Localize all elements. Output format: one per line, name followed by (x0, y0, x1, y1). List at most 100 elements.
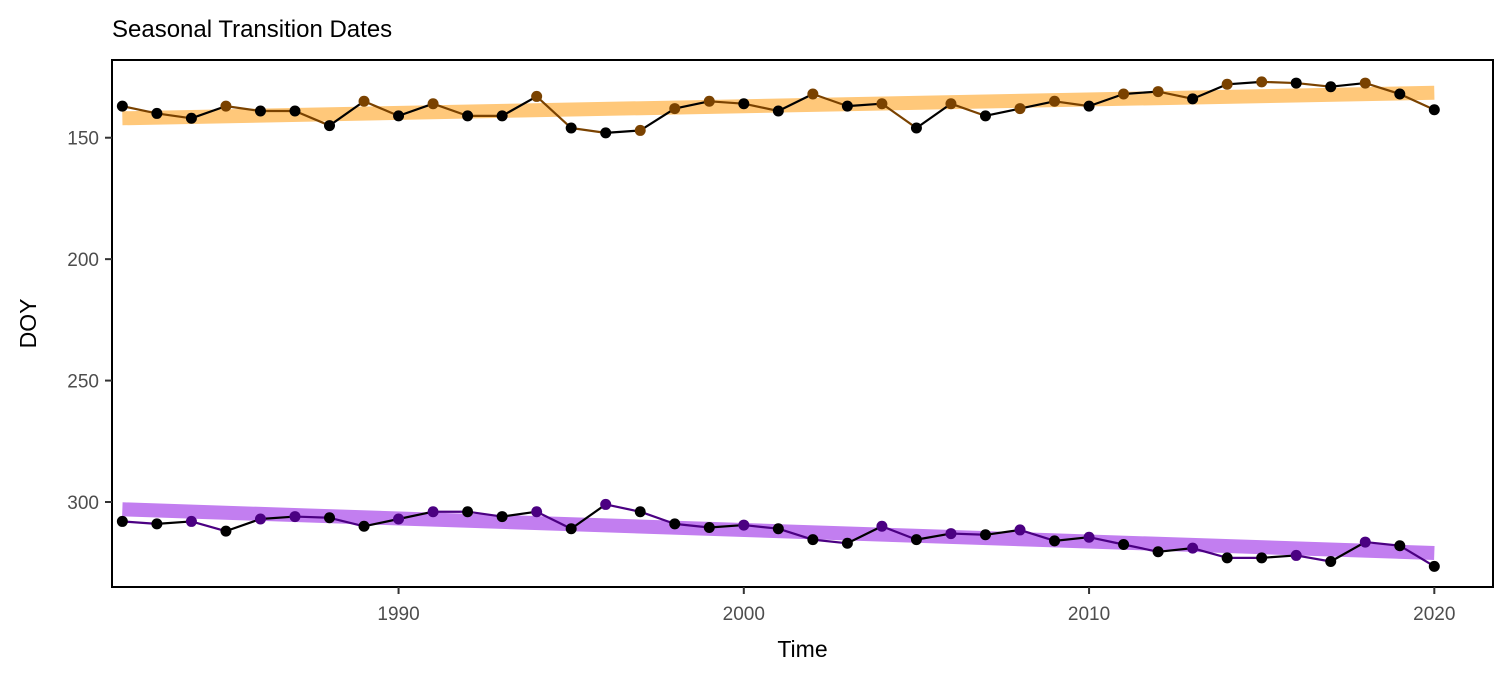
series-1-segment (1122, 90, 1160, 96)
series-1-point (1256, 76, 1268, 88)
series-2-segment (259, 515, 297, 521)
series-2-point (1014, 524, 1026, 536)
series-1-segment (1295, 81, 1332, 88)
series-2-point (703, 522, 715, 533)
series-2-point (1428, 560, 1440, 572)
series-2-point (979, 529, 991, 541)
series-1-point (358, 95, 370, 107)
series-1-point (910, 122, 922, 134)
series-2-point (841, 537, 853, 549)
series-1-point (807, 88, 819, 100)
series-1-segment (777, 92, 814, 113)
series-1-segment (431, 102, 469, 117)
series-2-point (1325, 556, 1337, 567)
series-1-point (876, 98, 888, 110)
series-1-segment (915, 102, 953, 130)
series-1-segment (1398, 92, 1436, 111)
series-1-segment (1053, 100, 1091, 108)
series-1-segment (501, 95, 538, 117)
series-1-point (254, 105, 266, 117)
series-1-point (324, 120, 336, 132)
series-2-segment (501, 510, 538, 518)
series-1-segment (328, 100, 366, 127)
series-2-segment (1364, 540, 1401, 547)
series-2-point (1221, 552, 1233, 564)
series-1-point (1049, 95, 1061, 107)
x-axis: 1990 2000 2010 2020 (377, 587, 1455, 625)
series-2-point (1394, 540, 1406, 552)
plot-panel-border (111, 59, 1494, 588)
series-2-segment (224, 517, 262, 533)
series-1-point (1394, 88, 1406, 100)
series-2-segment (639, 510, 676, 525)
series-2-point (1290, 549, 1302, 561)
series-2-segment (466, 510, 504, 518)
series-1-segment (1260, 80, 1298, 85)
series-2-point (151, 518, 163, 530)
series-1-point (1428, 104, 1440, 116)
series-1-point (945, 98, 957, 110)
series-1-segment (846, 102, 884, 108)
series-1-point (1325, 81, 1337, 93)
series-2-point (531, 506, 543, 518)
series-1-point (600, 127, 612, 139)
series-1-point (1290, 77, 1302, 89)
series-2-point (1359, 536, 1371, 548)
series-2-point (496, 511, 508, 523)
series-2-point (393, 513, 405, 525)
series-1-point (841, 100, 853, 112)
series-2-segment (777, 527, 814, 541)
series-2-segment (190, 520, 228, 533)
series-2-segment (846, 525, 884, 545)
series-1-segment (1191, 83, 1229, 100)
series-1-point (703, 95, 715, 107)
series-2-point (669, 518, 681, 530)
series-2-segment (1398, 544, 1436, 568)
series-1-segment (949, 102, 987, 117)
series-2-point (427, 506, 439, 518)
series-1-point (1083, 100, 1095, 112)
series-2-point (600, 498, 612, 510)
series-2-point (358, 520, 370, 532)
series-1-segment (224, 105, 262, 113)
series-2-segment (570, 503, 607, 530)
series-2-point (876, 520, 888, 532)
series-1-point (979, 110, 991, 122)
series-1-point (1152, 86, 1164, 98)
series-2-segment (535, 510, 573, 530)
y-axis-title: DOY (15, 299, 41, 349)
y-axis: 150 200 250 300 (67, 129, 112, 514)
series-1-point (185, 112, 197, 124)
series-2-segment (811, 538, 849, 545)
series-2-segment (673, 522, 711, 529)
series-2-point (324, 512, 336, 524)
series-2-segment (328, 516, 366, 528)
series-1-point (738, 98, 750, 110)
series-2-segment (742, 523, 780, 530)
series-1-segment (1018, 100, 1056, 110)
series-2-point (1256, 552, 1268, 564)
series-2-segment (155, 520, 193, 525)
series-1-segment (673, 100, 711, 110)
series-2-point (254, 513, 266, 525)
series-2-point (738, 519, 750, 531)
series-2-segment (1087, 536, 1125, 546)
trend-layer (122, 85, 1435, 560)
series-1-point (565, 122, 577, 134)
series-1-point (289, 105, 301, 117)
series-2-point (1118, 539, 1130, 550)
y-tick-label: 250 (67, 372, 99, 393)
series-1-point (772, 105, 784, 117)
series-1-point (1221, 78, 1233, 90)
series-line-layer (121, 80, 1436, 568)
series-2-segment (915, 532, 953, 541)
x-tick-label: 2010 (1068, 604, 1110, 625)
series-1-point (496, 110, 508, 122)
series-1-segment (984, 107, 1022, 117)
series-1-point (634, 124, 646, 136)
series-1-segment (1364, 81, 1401, 96)
y-tick-label: 300 (67, 493, 99, 514)
series-2-point (1152, 546, 1164, 558)
series-2-segment (1191, 547, 1229, 559)
